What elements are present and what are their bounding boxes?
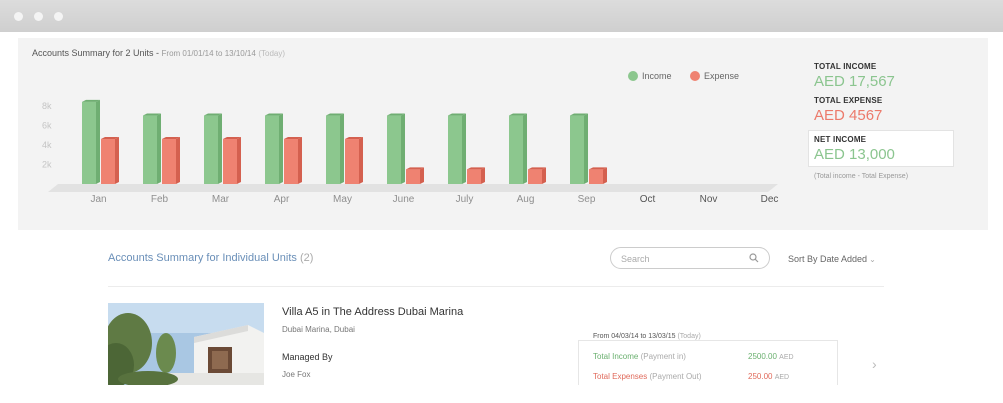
expense-bar-apr[interactable] [284,137,302,184]
income-bar-sep[interactable] [570,113,588,184]
x-tick-label-aug: Aug [517,194,535,205]
expense-bar-feb[interactable] [162,137,180,184]
search-input[interactable] [621,252,741,265]
total-expense-label: TOTAL EXPENSE [814,96,883,105]
expense-bar-may[interactable] [345,137,363,184]
unit-income-currency: AED [779,354,794,361]
summary-today-label: (Today) [258,49,286,58]
window-close-dot[interactable] [14,12,23,21]
chevron-down-icon: ⌄ [869,255,876,264]
legend-income-label: Income [642,71,672,81]
expense-bar-mar[interactable] [223,137,241,184]
unit-income-value: 2500.00 [748,352,777,361]
summary-date-range: From 01/01/14 to 13/10/14 [161,49,256,58]
window-zoom-dot[interactable] [54,12,63,21]
summary-title-text: Accounts Summary for 2 Units [32,48,154,58]
unit-expense-currency: AED [774,374,790,381]
y-tick-label: 8k [42,101,52,111]
expense-bar-june[interactable] [406,167,424,184]
income-bar-mar[interactable] [204,113,222,184]
unit-financials-box [578,340,838,385]
income-bar-aug[interactable] [509,113,527,184]
unit-income-note: (Payment in) [640,352,686,361]
x-tick-label-feb: Feb [151,194,169,205]
x-tick-label-apr: Apr [274,194,290,205]
summary-title: Accounts Summary for 2 Units - From 01/0… [32,48,285,58]
income-bar-may[interactable] [326,113,344,184]
net-income-value: AED 13,000 [814,146,895,163]
chart-floor [48,184,778,192]
income-bar-apr[interactable] [265,113,283,184]
x-tick-label-may: May [333,194,352,205]
unit-expense-note: (Payment Out) [649,372,702,381]
unit-expense-label: Total Expenses [593,372,648,381]
legend-expense-swatch [690,71,701,81]
y-tick-label: 6k [42,120,52,130]
x-tick-label-nov: Nov [700,194,718,205]
unit-expense-row: Total Expenses (Payment Out) [593,372,702,381]
legend-income-swatch [628,71,638,81]
unit-name[interactable]: Villa A5 in The Address Dubai Marina [282,306,464,318]
net-income-label: NET INCOME [814,135,867,144]
unit-today-label: (Today) [677,333,701,340]
y-tick-label: 4k [42,140,52,150]
chart-legend: Income Expense [628,71,755,81]
managed-by-label: Managed By [282,352,333,362]
unit-location: Dubai Marina, Dubai [282,325,355,334]
unit-date-range: From 04/03/14 to 13/03/15 (Today) [590,333,704,340]
x-tick-label-sep: Sep [578,194,596,205]
total-income-label: TOTAL INCOME [814,62,877,71]
section-divider [108,286,884,287]
x-tick-label-july: July [456,194,474,205]
accounts-summary-panel: Accounts Summary for 2 Units - From 01/0… [18,38,988,230]
legend-expense[interactable]: Expense [690,71,739,81]
x-tick-label-june: June [393,194,415,205]
unit-date-range-text: From 04/03/14 to 13/03/15 [593,333,676,340]
individual-units-heading: Accounts Summary for Individual Units (2… [108,252,313,264]
x-tick-label-dec: Dec [761,194,779,205]
income-bar-june[interactable] [387,113,405,184]
income-expense-bar-chart: 2k 4k 6k 8k Jan Feb Mar Apr May June July Aug Sep Oc… [42,99,779,205]
chevron-right-icon[interactable]: › [872,356,877,372]
unit-income-label: Total Income [593,352,639,361]
total-expense-block: TOTAL EXPENSE AED 4567 [814,96,964,124]
unit-expense-amount: 250.00 AED [748,372,789,381]
income-bar-july[interactable] [448,113,466,184]
x-tick-label-jan: Jan [90,194,106,205]
individual-units-count: (2) [299,252,314,264]
summary-title-separator: - [153,48,162,58]
search-icon[interactable] [749,253,759,263]
sort-dropdown[interactable]: Sort By Date Added ⌄ [788,254,876,264]
legend-expense-label: Expense [704,71,740,81]
totals-panel: TOTAL INCOME AED 17,567 TOTAL EXPENSE AE… [808,62,964,180]
total-income-block: TOTAL INCOME AED 17,567 [814,62,964,90]
income-bar-feb[interactable] [143,113,161,184]
net-income-box: NET INCOME AED 13,000 [808,130,954,167]
total-expense-value: AED 4567 [814,107,883,124]
expense-bar-aug[interactable] [528,167,546,184]
legend-income[interactable]: Income [628,71,672,81]
y-tick-label: 2k [42,159,52,169]
x-tick-label-oct: Oct [640,194,656,205]
search-box[interactable] [610,247,770,269]
net-income-note: (Total income - Total Expense) [814,173,909,180]
sort-label: Sort By Date Added [788,254,868,264]
unit-income-row: Total Income (Payment in) [593,352,686,361]
unit-expense-value: 250.00 [748,372,773,381]
manager-name: Joe Fox [282,370,311,379]
x-tick-label-mar: Mar [212,194,230,205]
expense-bar-jan[interactable] [101,137,119,184]
expense-bar-july[interactable] [467,167,485,184]
income-bar-jan[interactable] [82,99,100,184]
individual-units-title: Accounts Summary for Individual Units [108,252,297,264]
expense-bar-sep[interactable] [589,167,607,184]
window-titlebar [0,0,1003,32]
total-income-value: AED 17,567 [814,73,895,90]
unit-photo[interactable] [108,303,264,385]
window-minimize-dot[interactable] [34,12,43,21]
unit-income-amount: 2500.00 AED [748,352,794,361]
